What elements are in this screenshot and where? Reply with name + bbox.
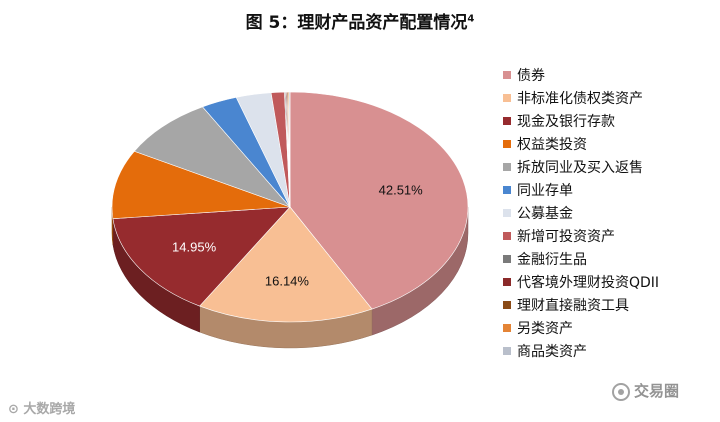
legend-item: 非标准化债权类资产 bbox=[503, 86, 715, 109]
watermark-left-icon: ⊙ bbox=[8, 402, 24, 417]
pie-slice-0 bbox=[289, 91, 469, 310]
legend-item: 债券 bbox=[503, 63, 715, 86]
legend-item: 代客境外理财投资QDII bbox=[503, 270, 715, 293]
legend-swatch bbox=[503, 162, 511, 171]
wechat-logo-icon bbox=[612, 382, 630, 401]
legend-swatch bbox=[503, 185, 511, 194]
legend-swatch bbox=[503, 254, 511, 263]
watermark-left: ⊙ 大数跨境 bbox=[8, 402, 76, 417]
legend-item: 同业存单 bbox=[503, 178, 715, 201]
legend-label: 非标准化债权类资产 bbox=[517, 90, 643, 107]
legend-swatch bbox=[503, 139, 511, 148]
legend-item: 权益类投资 bbox=[503, 132, 715, 155]
legend-label: 理财直接融资工具 bbox=[517, 297, 629, 314]
chart-legend: 债券非标准化债权类资产 现金及银行存款 权益类投资拆放同业及买入返售 同业存单公募基金… bbox=[503, 63, 715, 362]
legend-swatch bbox=[503, 323, 511, 332]
legend-item: 公募基金 bbox=[503, 201, 715, 224]
data-label-0: 42.51% bbox=[379, 183, 424, 198]
legend-swatch bbox=[503, 346, 511, 355]
legend-item: 理财直接融资工具 bbox=[503, 293, 715, 316]
legend-label: 同业存单 bbox=[517, 182, 573, 199]
legend-item: 金融衍生品 bbox=[503, 247, 715, 270]
legend-swatch bbox=[503, 93, 511, 102]
chart-title: 图 5：理财产品资产配置情况4 bbox=[245, 13, 475, 33]
legend-label: 权益类投资 bbox=[517, 136, 587, 153]
pie-slice-4 bbox=[133, 106, 291, 208]
legend-item: 现金及银行存款 bbox=[503, 109, 715, 132]
data-label-1: 16.14% bbox=[265, 274, 310, 289]
watermark-right: 交易圈 bbox=[612, 380, 679, 401]
pie-slice-1 bbox=[199, 206, 373, 323]
legend-swatch bbox=[503, 277, 511, 286]
pie-slice-2 bbox=[112, 206, 291, 307]
legend-label: 公募基金 bbox=[517, 205, 573, 222]
legend-label: 商品类资产 bbox=[517, 343, 587, 360]
legend-label: 新增可投资资产 bbox=[517, 228, 615, 245]
pie-slice-3 bbox=[111, 150, 291, 220]
legend-label: 另类资产 bbox=[517, 320, 573, 337]
data-label-2: 14.95% bbox=[172, 240, 217, 255]
legend-swatch bbox=[503, 231, 511, 240]
pie-slice-12 bbox=[288, 91, 291, 208]
legend-label: 现金及银行存款 bbox=[517, 113, 615, 130]
legend-label: 债券 bbox=[517, 67, 545, 84]
legend-swatch bbox=[503, 70, 511, 79]
legend-swatch bbox=[503, 208, 511, 217]
legend-label: 代客境外理财投资QDII bbox=[517, 274, 660, 291]
legend-label: 拆放同业及买入返售 bbox=[517, 159, 643, 176]
legend-label: 金融衍生品 bbox=[517, 251, 587, 268]
legend-item: 商品类资产 bbox=[503, 339, 715, 362]
legend-swatch bbox=[503, 116, 511, 125]
legend-swatch bbox=[503, 300, 511, 309]
legend-item: 拆放同业及买入返售 bbox=[503, 155, 715, 178]
legend-item: 新增可投资资产 bbox=[503, 224, 715, 247]
legend-item: 另类资产 bbox=[503, 316, 715, 339]
